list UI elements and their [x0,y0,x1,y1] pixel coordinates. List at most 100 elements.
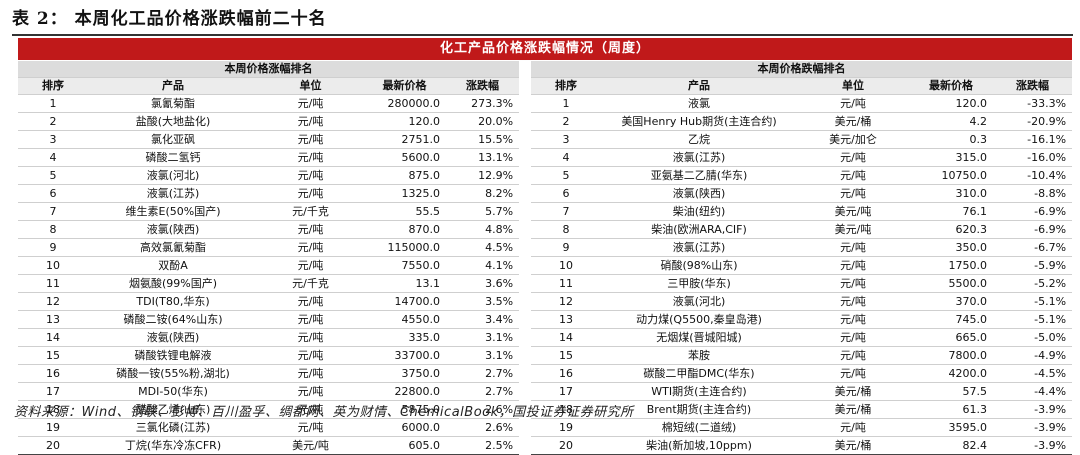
gainers-table-row: 12 TDI(T80,华东) 元/吨 14700.0 3.5% [18,292,520,311]
rank-cell: 16 [18,364,88,383]
rank-cell: 20 [18,436,88,455]
gainers-table-row: 11 烟氨酸(99%国产) 元/千克 13.1 3.6% [18,274,520,293]
losers-table-row: 3 乙烷 美元/加仑 0.3 -16.1% [531,130,1073,149]
unit-cell: 美元/桶 [797,400,909,419]
product-cell: 乙烷 [601,130,797,149]
price-cell: 4550.0 [363,310,446,329]
change-cell: -20.9% [993,112,1073,131]
rank-cell: 9 [531,238,601,257]
product-cell: 液氨(陕西) [88,328,258,347]
gainers-table-row: 10 双酚A 元/吨 7550.0 4.1% [18,256,520,275]
change-cell: 20.0% [446,112,520,131]
page-title: 表 2： 本周化工品价格涨跌幅前二十名 [12,9,327,29]
change-cell: 12.9% [446,166,520,185]
rank-cell: 3 [531,130,601,149]
product-cell: 柴油(新加坡,10ppm) [601,436,797,455]
unit-cell: 元/吨 [258,220,363,239]
unit-cell: 元/吨 [258,418,363,437]
unit-cell: 元/吨 [258,346,363,365]
unit-cell: 元/吨 [258,364,363,383]
price-cell: 280000.0 [363,94,446,113]
unit-cell: 元/吨 [258,238,363,257]
unit-cell: 美元/桶 [797,436,909,455]
gainers-table-row: 2 盐酸(大地盐化) 元/吨 120.0 20.0% [18,112,520,131]
unit-cell: 元/吨 [258,166,363,185]
losers-table-row: 20 柴油(新加坡,10ppm) 美元/桶 82.4 -3.9% [531,436,1073,455]
change-cell: -5.0% [993,328,1073,347]
product-cell: 柴油(纽约) [601,202,797,221]
rank-cell: 19 [531,418,601,437]
product-cell: 氯氰菊酯 [88,94,258,113]
rank-cell: 3 [18,130,88,149]
gainers-title: 本周价格涨幅排名 [18,61,520,78]
rank-cell: 11 [18,274,88,293]
price-cell: 13.1 [363,274,446,293]
change-cell: 8.2% [446,184,520,203]
change-cell: 3.1% [446,346,520,365]
rank-cell: 17 [18,382,88,401]
change-cell: -5.9% [993,256,1073,275]
product-cell: 磷酸二氢钙 [88,148,258,167]
product-cell: 液氯(江苏) [88,184,258,203]
product-cell: 棉短绒(二道绒) [601,418,797,437]
rank-cell: 7 [18,202,88,221]
change-cell: -4.4% [993,382,1073,401]
product-cell: 碳酸二甲酯DMC(华东) [601,364,797,383]
unit-cell: 元/吨 [258,112,363,131]
rank-cell: 14 [18,328,88,347]
rank-cell: 12 [531,292,601,311]
title-divider [12,34,1073,36]
rank-cell: 2 [18,112,88,131]
product-cell: 液氯(江苏) [601,238,797,257]
rank-cell: 15 [531,346,601,365]
rank-cell: 8 [531,220,601,239]
rank-cell: 5 [531,166,601,185]
unit-cell: 元/吨 [258,184,363,203]
change-cell: -4.5% [993,364,1073,383]
product-cell: 苯胺 [601,346,797,365]
product-cell: 液氯(河北) [601,292,797,311]
losers-panel: 本周价格跌幅排名 排序 产品 单位 最新价格 涨跌幅 1 液氯 元/吨 120.0 -33.3%… [531,61,1073,455]
unit-cell: 元/吨 [258,328,363,347]
price-cell: 61.3 [909,400,993,419]
change-cell: -16.1% [993,130,1073,149]
change-cell: -5.2% [993,274,1073,293]
change-cell: 3.4% [446,310,520,329]
unit-cell: 元/吨 [797,274,909,293]
price-cell: 3595.0 [909,418,993,437]
price-cell: 4200.0 [909,364,993,383]
unit-cell: 元/吨 [797,418,909,437]
change-cell: 3.5% [446,292,520,311]
rank-cell: 5 [18,166,88,185]
unit-cell: 元/吨 [797,166,909,185]
losers-table-row: 7 柴油(纽约) 美元/吨 76.1 -6.9% [531,202,1073,221]
losers-title: 本周价格跌幅排名 [531,61,1073,78]
losers-table-row: 5 亚氨基二乙腈(华东) 元/吨 10750.0 -10.4% [531,166,1073,185]
product-cell: 液氯(江苏) [601,148,797,167]
product-cell: 硝酸(98%山东) [601,256,797,275]
price-cell: 5600.0 [363,148,446,167]
product-cell: 液氯(陕西) [601,184,797,203]
gainers-table-row: 13 磷酸二铵(64%山东) 元/吨 4550.0 3.4% [18,310,520,329]
gainers-table: 本周价格涨幅排名 排序 产品 单位 最新价格 涨跌幅 1 氯氰菊酯 元/吨 280000.0 2… [18,61,520,455]
product-cell: 液氯(陕西) [88,220,258,239]
change-cell: 2.6% [446,418,520,437]
change-cell: 15.5% [446,130,520,149]
unit-cell: 元/吨 [797,364,909,383]
price-cell: 57.5 [909,382,993,401]
change-cell: 4.8% [446,220,520,239]
product-cell: 丁烷(华东冷冻CFR) [88,436,258,455]
change-cell: 4.1% [446,256,520,275]
losers-column-header: 单位 [797,77,909,95]
rank-cell: 6 [18,184,88,203]
losers-table-row: 13 动力煤(Q5500,秦皇岛港) 元/吨 745.0 -5.1% [531,310,1073,329]
losers-table-row: 8 柴油(欧洲ARA,CIF) 美元/吨 620.3 -6.9% [531,220,1073,239]
losers-table-row: 12 液氯(河北) 元/吨 370.0 -5.1% [531,292,1073,311]
unit-cell: 元/吨 [797,328,909,347]
unit-cell: 美元/吨 [797,202,909,221]
product-cell: 氯化亚砜 [88,130,258,149]
gainers-column-header: 涨跌幅 [446,77,520,95]
product-cell: 三氯化磷(江苏) [88,418,258,437]
losers-table-row: 14 无烟煤(晋城阳城) 元/吨 665.0 -5.0% [531,328,1073,347]
change-cell: -5.1% [993,292,1073,311]
